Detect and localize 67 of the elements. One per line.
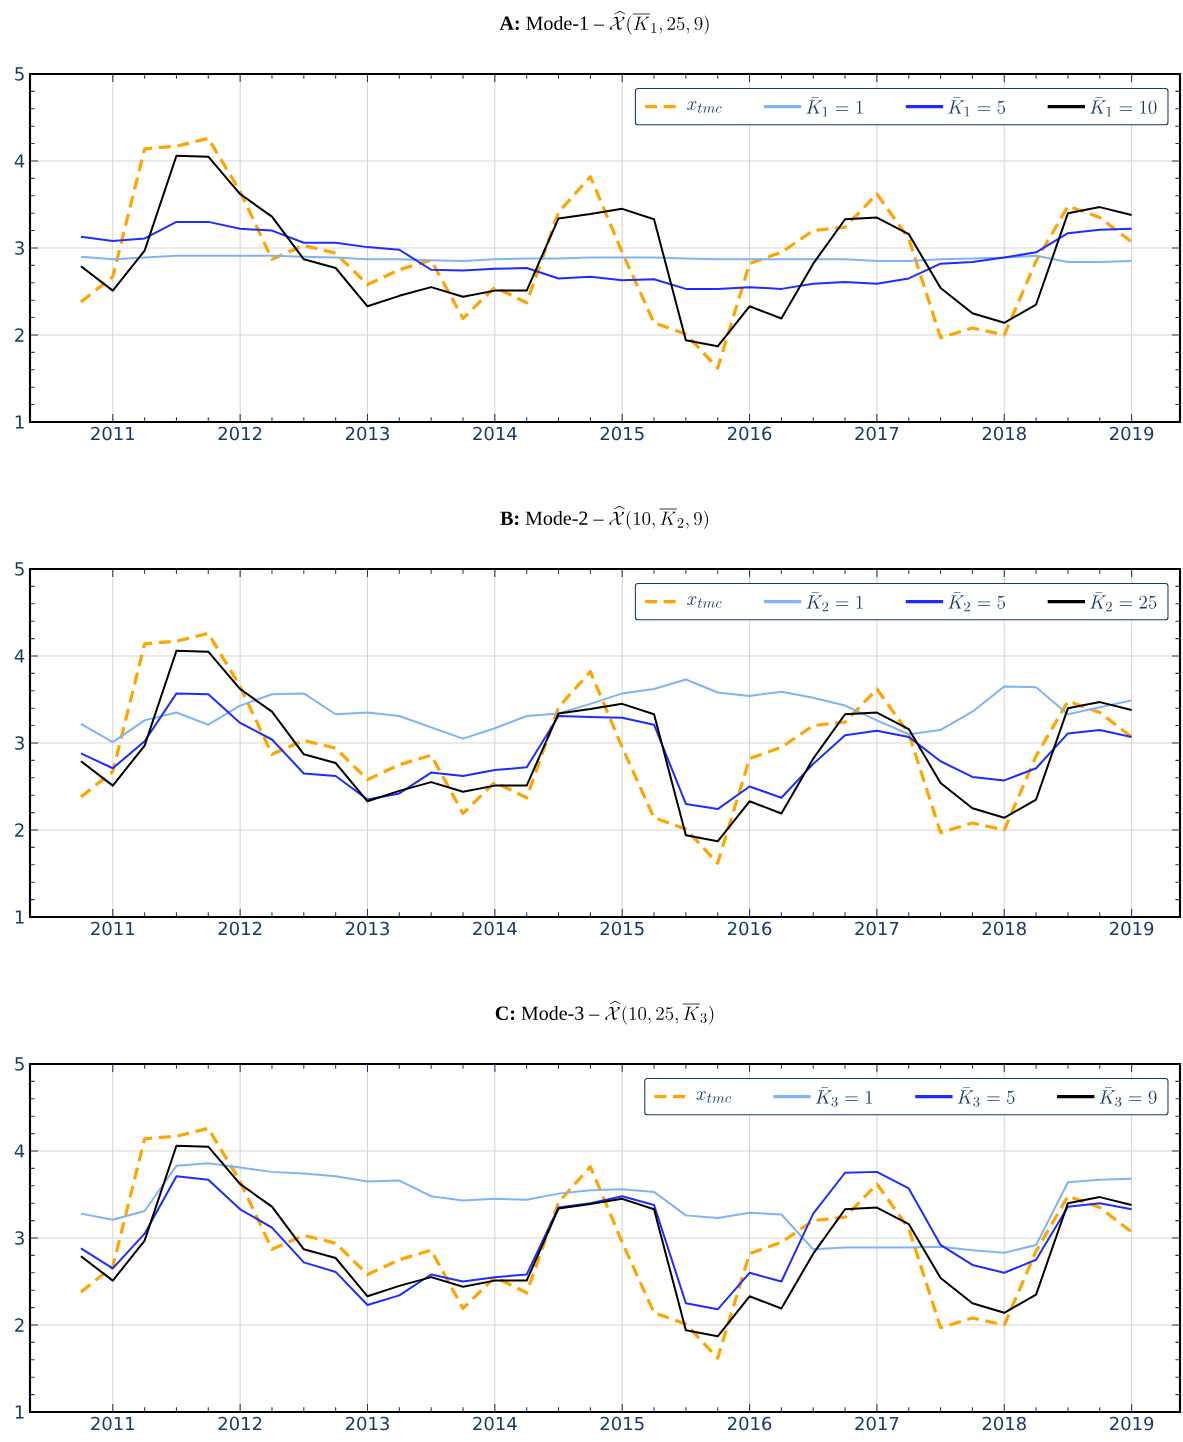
- chart-title: $\textbf{C:}\ \text{Mode-3 – }\widehat{\mathcal{X}}(10, 25, \overline{K}_3)$: [495, 1000, 714, 1025]
- x-tick-label: 2015: [600, 1416, 644, 1431]
- x-tick-label: 2017: [855, 921, 899, 936]
- line-series: [79, 154, 1133, 348]
- x-tick-label: 2011: [91, 426, 135, 441]
- legend-label: $\bar{K}_2 = 25$: [1090, 592, 1157, 612]
- x-tick-label: 2018: [982, 1416, 1026, 1431]
- x-tick-label: 2013: [345, 1416, 389, 1431]
- y-tick-label: 3: [15, 241, 24, 255]
- legend-label: $\bar{K}_3 = 1$: [815, 1087, 873, 1107]
- y-tick-label: 2: [15, 823, 24, 837]
- legend-label: $\bar{K}_2 = 5$: [948, 592, 1006, 612]
- y-tick-label: 5: [15, 67, 24, 81]
- x-tick-label: 2017: [855, 426, 899, 441]
- legend-label: $\bar{K}_3 = 5$: [957, 1087, 1015, 1107]
- x-tick-label: 2014: [473, 921, 517, 936]
- x-tick-label: 2014: [473, 1416, 517, 1431]
- y-tick-label: 5: [15, 1057, 24, 1071]
- line-series: [79, 631, 1134, 865]
- x-tick-label: 2016: [727, 1416, 772, 1431]
- y-tick-label: 4: [14, 649, 25, 663]
- line-series: [79, 1126, 1134, 1360]
- line-series: [79, 649, 1133, 843]
- legend-label: $x_{tmc}$: [696, 1091, 732, 1103]
- y-tick-label: 1: [15, 910, 24, 924]
- line-series: [79, 1170, 1133, 1311]
- chart-title: $\textbf{B:}\ \text{Mode-2 – }\widehat{\mathcal{X}}(10, \overline{K}_2, 9)$: [500, 505, 709, 530]
- x-tick-label: 2012: [218, 1416, 262, 1431]
- legend-label: $x_{tmc}$: [687, 101, 722, 113]
- x-tick-label: 2016: [727, 921, 772, 936]
- line-series: [79, 136, 1134, 370]
- x-tick-label: 2011: [91, 1416, 135, 1431]
- y-tick-label: 3: [15, 1231, 24, 1245]
- x-tick-label: 2016: [727, 426, 772, 441]
- legend-label: $\bar{K}_3 = 9$: [1099, 1087, 1157, 1107]
- x-tick-label: 2012: [218, 921, 262, 936]
- x-tick-label: 2011: [91, 921, 135, 936]
- legend-label: $\bar{K}_1 = 5$: [948, 97, 1006, 117]
- legend-label: $x_{tmc}$: [687, 596, 722, 608]
- y-tick-label: 4: [14, 154, 25, 168]
- y-tick-label: 2: [15, 1318, 24, 1332]
- x-tick-label: 2018: [982, 426, 1026, 441]
- x-tick-label: 2019: [1110, 1416, 1154, 1431]
- y-tick-label: 1: [15, 415, 24, 429]
- x-tick-label: 2019: [1110, 921, 1154, 936]
- x-tick-label: 2018: [982, 921, 1026, 936]
- y-tick-label: 5: [15, 562, 24, 576]
- line-series: [79, 692, 1133, 811]
- legend-label: $\bar{K}_2 = 1$: [806, 592, 863, 612]
- x-tick-label: 2014: [473, 426, 517, 441]
- legend-label: $\bar{K}_1 = 10$: [1090, 97, 1157, 117]
- x-tick-label: 2013: [345, 921, 389, 936]
- line-series: [79, 678, 1133, 744]
- x-tick-label: 2013: [345, 426, 389, 441]
- legend-label: $\bar{K}_1 = 1$: [806, 97, 863, 117]
- line-series: [79, 220, 1133, 290]
- x-tick-label: 2015: [600, 921, 644, 936]
- y-tick-label: 1: [15, 1405, 24, 1419]
- x-tick-label: 2015: [600, 426, 644, 441]
- line-series: [79, 1144, 1133, 1338]
- chart-title: $\textbf{A:}\ \text{Mode-1 – }\widehat{\mathcal{X}}(\overline{K}_1, 25, 9)$: [499, 10, 709, 35]
- x-tick-label: 2019: [1110, 426, 1154, 441]
- x-tick-label: 2017: [855, 1416, 899, 1431]
- y-tick-label: 4: [14, 1144, 25, 1158]
- y-tick-label: 3: [15, 736, 24, 750]
- y-tick-label: 2: [15, 328, 24, 342]
- x-tick-label: 2012: [218, 426, 262, 441]
